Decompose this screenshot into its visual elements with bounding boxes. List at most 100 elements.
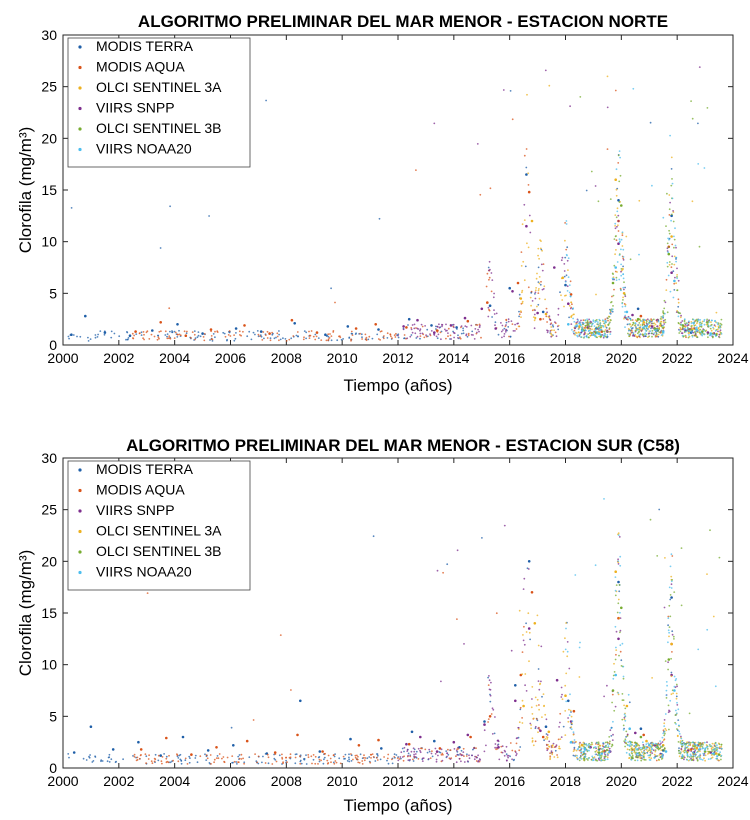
data-point [621,234,624,237]
data-point [570,323,573,325]
data-point [580,326,583,329]
data-point [290,318,294,322]
data-point [617,214,620,217]
data-point [222,756,225,758]
data-point [368,756,371,758]
data-point [110,330,113,333]
data-point [675,311,678,313]
data-point [619,644,622,647]
data-point [590,741,593,744]
data-point [620,659,623,662]
data-point [584,331,586,334]
data-point [118,335,121,338]
data-point [630,329,633,332]
data-point [678,747,680,749]
data-point [689,753,692,756]
data-point [617,162,620,164]
legend-box [67,460,251,591]
data-point [650,327,652,330]
data-point [687,324,690,326]
data-point [614,225,616,227]
data-point [650,319,653,322]
data-point [523,154,526,157]
data-point [582,750,585,753]
data-point [621,302,624,305]
data-point [492,296,495,299]
data-point [172,759,175,762]
y-tick-label: 25 [41,502,57,518]
data-point [710,321,712,323]
data-point [530,304,532,307]
data-point [673,282,676,285]
data-point [624,719,627,722]
data-point [699,323,702,326]
data-point [591,743,594,746]
data-point [681,327,684,329]
data-point [524,684,526,687]
data-point [427,758,430,760]
data-point [464,325,467,327]
data-point [638,335,641,338]
data-point [332,754,335,757]
data-point [379,758,382,761]
data-point [719,329,722,332]
data-point [542,288,545,290]
data-point [675,256,678,259]
data-point [357,761,360,764]
data-point [460,760,462,763]
data-point [409,335,412,338]
data-point [500,330,503,333]
data-point [416,318,419,322]
data-point [534,740,537,743]
data-point [573,749,576,751]
data-point [583,336,586,338]
data-point [617,580,620,584]
data-point [656,325,658,328]
data-point [211,340,214,342]
data-point [669,201,671,204]
data-point [504,331,507,333]
data-point [720,333,723,335]
data-point [88,756,91,759]
data-point [540,680,542,683]
data-point [312,754,315,756]
data-point [650,750,653,753]
data-point [618,241,621,244]
data-point [578,746,581,749]
data-point [410,750,413,753]
data-point [564,294,566,297]
data-point [156,338,159,341]
data-point [364,757,367,759]
data-point [670,156,673,159]
data-point [636,307,640,311]
data-point [718,743,721,746]
data-point [310,330,313,332]
data-point [194,757,197,759]
data-point [278,333,280,336]
data-point [718,333,721,336]
data-point [692,751,694,754]
data-point [107,756,110,759]
data-point [586,321,589,323]
data-point [641,741,644,744]
x-tick-label: 2012 [382,350,413,366]
data-point [581,754,584,756]
data-point [564,694,567,697]
data-point [235,761,238,763]
data-point [639,757,642,760]
data-point [564,239,566,242]
data-point [342,755,345,758]
data-point [557,307,560,310]
data-point [622,257,625,260]
x-tick-label: 2024 [717,350,748,366]
data-point [620,270,622,273]
data-point [703,318,706,321]
data-point [275,760,278,763]
data-point [604,741,607,744]
data-point [554,746,557,748]
data-point [279,634,282,636]
data-point [628,317,630,319]
data-point [531,737,534,740]
data-point [702,743,704,746]
data-point [594,329,597,332]
